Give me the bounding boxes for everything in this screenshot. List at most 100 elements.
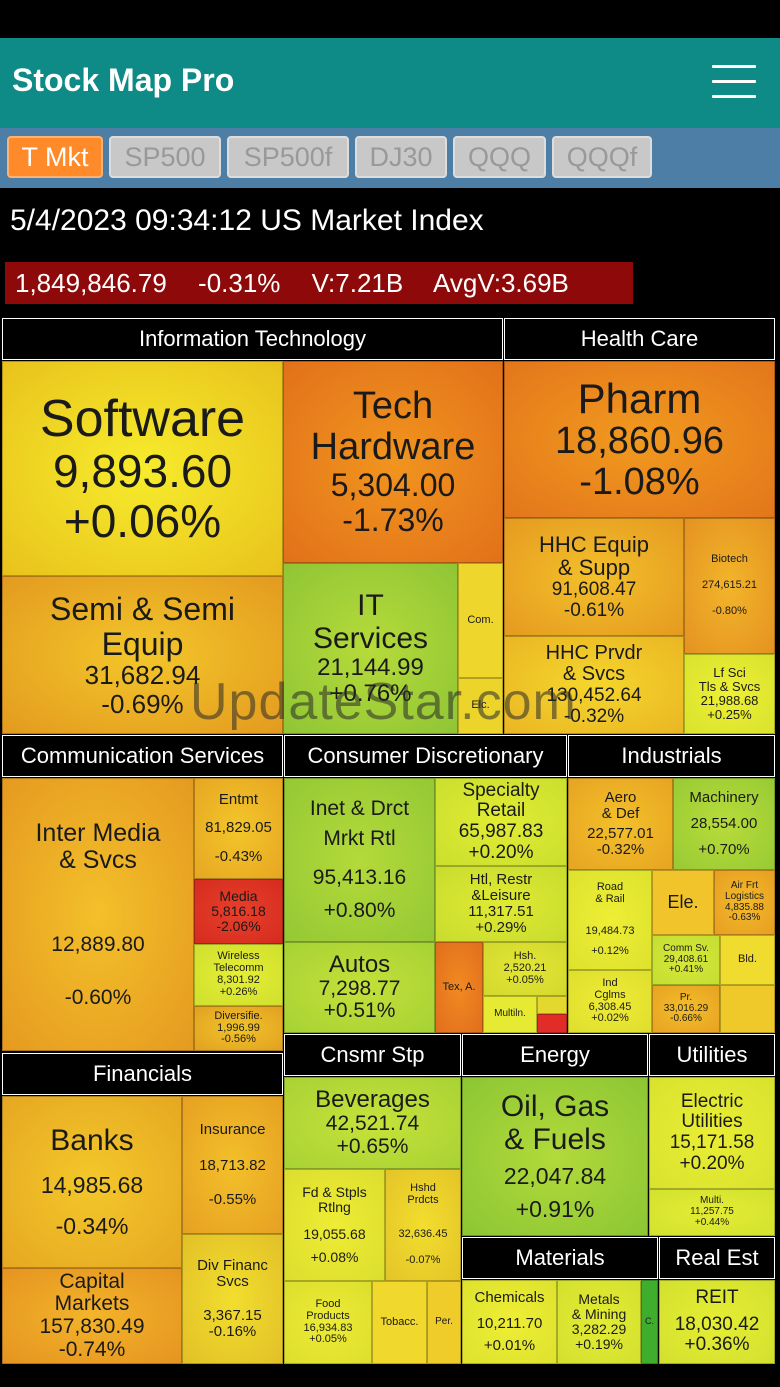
tile-change: -0.32% [563, 705, 625, 727]
sector-header-real-estate[interactable]: Real Est [659, 1237, 775, 1279]
tile-wireless-telecomm[interactable]: Wireless Telecomm 8,301.92 +0.26% [194, 944, 283, 1006]
tile-name: Pharm [577, 374, 702, 422]
tile-electronic-equipment[interactable]: Elc. [458, 678, 503, 734]
index-summary: 1,849,846.79 -0.31% V:7.21B AvgV:3.69B [5, 262, 633, 304]
tile-insurance[interactable]: Insurance 18,713.82 -0.55% [182, 1096, 283, 1234]
tile-hhc-equip[interactable]: HHC Equip & Supp 91,608.47 -0.61% [504, 518, 684, 636]
tile-small-cd-1[interactable] [537, 996, 567, 1014]
tile-name: Metals [578, 1290, 620, 1307]
tile-small-cd-2[interactable] [537, 1014, 567, 1033]
tile-name: Bld. [738, 953, 757, 966]
tile-diversified-financials[interactable]: Div Financ Svcs 3,367.15 -0.16% [182, 1234, 283, 1364]
tab-sp500f[interactable]: SP500f [227, 136, 349, 178]
tab-qqq[interactable]: QQQ [453, 136, 546, 178]
sector-header-consumer-staples[interactable]: Cnsmr Stp [284, 1034, 461, 1076]
tile-change: -0.55% [208, 1191, 257, 1209]
sector-header-communication[interactable]: Communication Services [2, 735, 283, 777]
tile-entertainment[interactable]: Entmt 81,829.05 -0.43% [194, 778, 283, 879]
tile-value: 9,893.60 [52, 444, 233, 497]
tile-multi-utilities[interactable]: Multi. 11,257.75 +0.44% [649, 1189, 775, 1236]
tile-diversified-telecom[interactable]: Diversifie. 1,996.99 -0.56% [194, 1006, 283, 1051]
tile-interactive-media[interactable]: Inter Media & Svcs 12,889.80 -0.60% [2, 778, 194, 1051]
tile-oil-gas-fuels[interactable]: Oil, Gas & Fuels 22,047.84 +0.91% [462, 1077, 648, 1236]
hamburger-menu-icon[interactable] [712, 62, 756, 102]
tile-autos[interactable]: Autos 7,298.77 +0.51% [284, 942, 435, 1033]
tile-name: & Def [601, 804, 640, 822]
tile-value: 91,608.47 [551, 579, 637, 601]
tile-value: 4,835.88 [725, 901, 764, 913]
tile-hotels-leisure[interactable]: Htl, Restr &Leisure 11,317.51 +0.29% [435, 866, 567, 942]
sector-header-energy[interactable]: Energy [462, 1034, 648, 1076]
tile-air-freight[interactable]: Air Frt Logistics 4,835.88 -0.63% [714, 870, 775, 935]
tile-multiline-retail[interactable]: Multiln. [483, 996, 537, 1033]
tile-household-durables[interactable]: Hsh. 2,520.21 +0.05% [483, 942, 567, 996]
tab-qqqf[interactable]: QQQf [552, 136, 652, 178]
tile-beverages[interactable]: Beverages 42,521.74 +0.65% [284, 1077, 461, 1169]
tile-metals-mining[interactable]: Metals & Mining 3,282.29 +0.19% [557, 1280, 641, 1364]
tab-sp500[interactable]: SP500 [109, 136, 221, 178]
sector-header-it[interactable]: Information Technology [2, 318, 503, 360]
tile-road-rail[interactable]: Road & Rail 19,484.73 +0.12% [568, 870, 652, 970]
tile-value: 18,030.42 [674, 1313, 760, 1335]
tile-value: 3,282.29 [571, 1321, 627, 1337]
tile-change: -0.56% [221, 1033, 256, 1046]
tile-industrial-conglomerates[interactable]: Ind Cglms 6,308.45 +0.02% [568, 970, 652, 1033]
tile-machinery[interactable]: Machinery 28,554.00 +0.70% [673, 778, 775, 870]
tile-personal-products[interactable]: Per. [427, 1281, 461, 1364]
tile-change: -0.63% [728, 912, 761, 924]
tile-reit[interactable]: REIT 18,030.42 +0.36% [659, 1280, 775, 1364]
tile-food-products[interactable]: Food Products 16,934.83 +0.05% [284, 1281, 372, 1364]
tile-name: Chemicals [474, 1288, 545, 1306]
tile-value: 274,615.21 [701, 579, 758, 592]
tile-name: Biotech [711, 553, 748, 566]
sector-header-utilities[interactable]: Utilities [649, 1034, 775, 1076]
status-bar [0, 0, 780, 38]
tile-change: -0.69% [101, 688, 184, 719]
tile-value: 81,829.05 [205, 819, 272, 837]
tile-biotech[interactable]: Biotech 274,615.21 -0.80% [684, 518, 775, 654]
tile-software[interactable]: Software 9,893.60 +0.06% [2, 361, 283, 576]
tile-value: 2,520.21 [503, 962, 547, 975]
tile-professional-services[interactable]: Pr. 33,016.29 -0.66% [652, 985, 720, 1033]
tile-change: +0.91% [515, 1195, 595, 1222]
sector-header-industrials[interactable]: Industrials [568, 735, 775, 777]
sector-header-financials[interactable]: Financials [2, 1053, 283, 1095]
tile-small-ind[interactable] [720, 985, 775, 1033]
tile-communications-equipment[interactable]: Com. [458, 563, 503, 678]
tile-tobacco[interactable]: Tobacc. [372, 1281, 427, 1364]
tile-electrical-equipment[interactable]: Ele. [652, 870, 714, 935]
tile-food-staples-retailing[interactable]: Fd & Stpls Rtlng 19,055.68 +0.08% [284, 1169, 385, 1281]
tile-building-products[interactable]: Bld. [720, 935, 775, 985]
sector-header-materials[interactable]: Materials [462, 1237, 658, 1279]
tile-hhc-providers[interactable]: HHC Prvdr & Svcs 130,452.64 -0.32% [504, 636, 684, 734]
tab-dj30[interactable]: DJ30 [355, 136, 447, 178]
tile-name: HHC Prvdr [545, 641, 643, 664]
tile-capital-markets[interactable]: Capital Markets 157,830.49 -0.74% [2, 1268, 182, 1364]
tile-banks[interactable]: Banks 14,985.68 -0.34% [2, 1096, 182, 1268]
tile-life-sciences-tools[interactable]: Lf Sci Tls & Svcs 21,988.68 +0.25% [684, 654, 775, 734]
tile-construction-materials[interactable]: C. [641, 1280, 658, 1364]
tile-it-services[interactable]: IT Services 21,144.99 +0.76% [283, 563, 458, 734]
tile-name: Wireless [217, 950, 260, 963]
tile-household-products[interactable]: Hshd Prdcts 32,636.45 -0.07% [385, 1169, 461, 1281]
tile-chemicals[interactable]: Chemicals 10,211.70 +0.01% [462, 1280, 557, 1364]
tile-media[interactable]: Media 5,816.18 -2.06% [194, 879, 283, 944]
tile-name: Aero [604, 788, 637, 806]
tile-change: +0.02% [591, 1012, 629, 1025]
tile-name: Oil, Gas [500, 1090, 610, 1124]
tile-tech-hardware[interactable]: Tech Hardware 5,304.00 -1.73% [283, 361, 503, 563]
tab-total-market[interactable]: T Mkt [7, 136, 103, 178]
tile-commercial-services[interactable]: Comm Sv. 29,408.61 +0.41% [652, 935, 720, 985]
sector-header-consumer-discretionary[interactable]: Consumer Discretionary [284, 735, 567, 777]
tile-internet-retail[interactable]: Inet & Drct Mrkt Rtl 95,413.16 +0.80% [284, 778, 435, 942]
tile-textiles-apparel[interactable]: Tex, A. [435, 942, 483, 1033]
tile-pharmaceuticals[interactable]: Pharm 18,860.96 -1.08% [504, 361, 775, 518]
tile-electric-utilities[interactable]: Electric Utilities 15,171.58 +0.20% [649, 1077, 775, 1189]
tile-semi-equip[interactable]: Semi & Semi Equip 31,682.94 -0.69% [2, 576, 283, 734]
sector-header-health-care[interactable]: Health Care [504, 318, 775, 360]
tile-name: & Svcs [59, 845, 137, 874]
tile-specialty-retail[interactable]: Specialty Retail 65,987.83 +0.20% [435, 778, 567, 866]
tile-name: & Supp [557, 555, 631, 581]
tile-value: 21,144.99 [317, 653, 424, 681]
tile-aerospace-defense[interactable]: Aero & Def 22,577.01 -0.32% [568, 778, 673, 870]
